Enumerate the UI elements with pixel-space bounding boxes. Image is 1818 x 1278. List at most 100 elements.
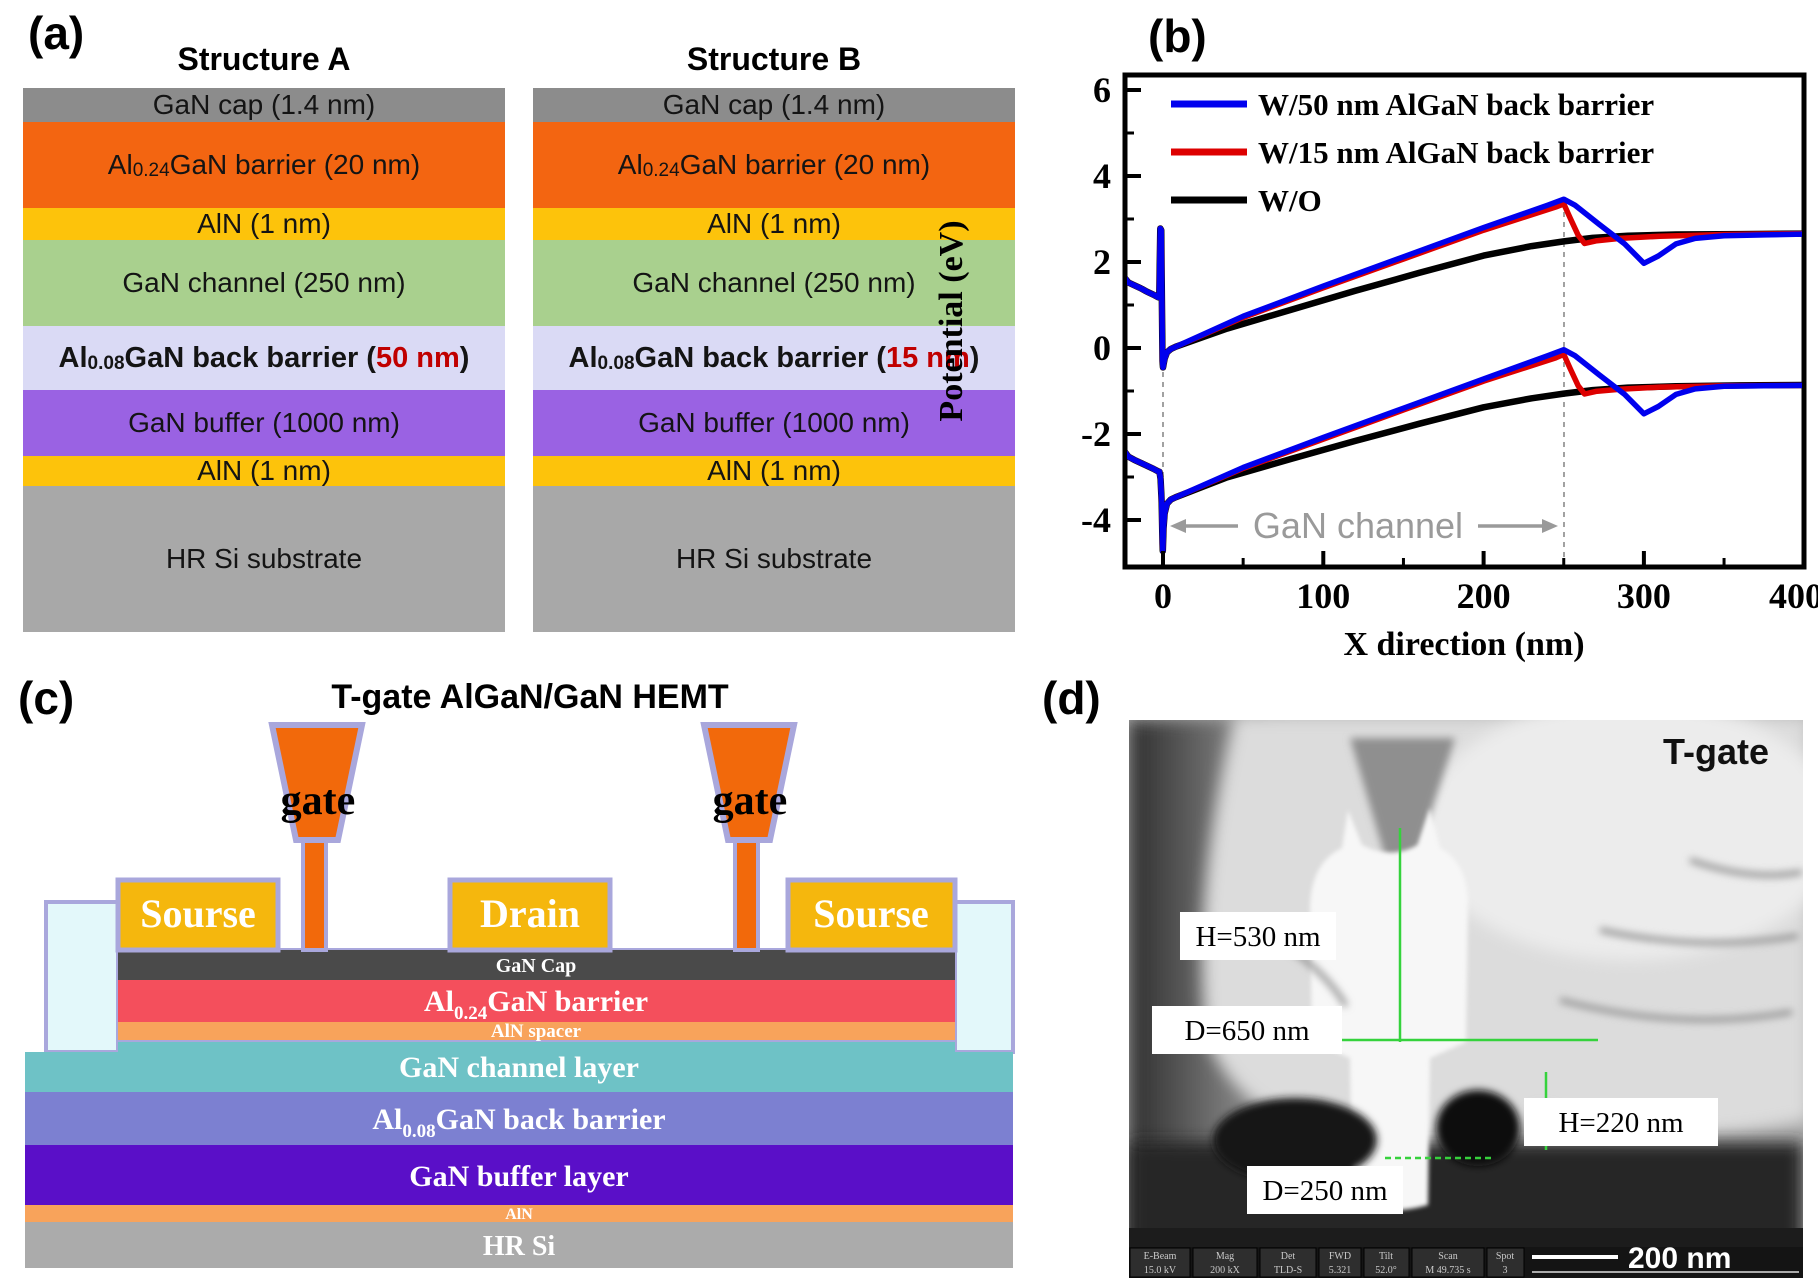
meta-mag-key: Mag — [1216, 1251, 1234, 1262]
hr-si-label: HR Si — [483, 1231, 556, 1262]
curve-upper-w50 — [1127, 196, 1802, 371]
y-tick-label: 6 — [1093, 70, 1111, 110]
source-contact-left — [115, 877, 281, 953]
meta-det-val: TLD-S — [1274, 1265, 1302, 1276]
legend-label-black: W/O — [1258, 183, 1322, 218]
meta-mag-val: 200 kX — [1210, 1265, 1241, 1276]
layer-aln-1-nm-: AlN (1 nm) — [23, 456, 505, 486]
sem-image-panel: (d) — [1042, 672, 1803, 1278]
meta-tilt-val: 52.0° — [1375, 1265, 1397, 1276]
y-tick-label: 4 — [1093, 156, 1111, 196]
panel-d-label: (d) — [1042, 672, 1101, 724]
meta-det-key: Det — [1281, 1251, 1296, 1262]
chart-curves — [1127, 196, 1802, 555]
layer-aln-spacer — [118, 1022, 955, 1040]
meta-ebeam-key: E-Beam — [1144, 1251, 1177, 1262]
layer-hr-si — [25, 1222, 1013, 1268]
layer-hr-si-substrate: HR Si substrate — [533, 486, 1015, 632]
gate-stem-right — [733, 838, 760, 952]
layer-aln-bottom — [25, 1205, 1013, 1222]
meta-scan-key: Scan — [1438, 1251, 1457, 1262]
h220-label: H=220 nm — [1558, 1107, 1684, 1139]
sem-title: T-gate — [1663, 731, 1769, 772]
gan-channel-label: GaN channel layer — [399, 1051, 639, 1084]
y-tick-label: -2 — [1081, 414, 1111, 454]
panel-c-label: (c) — [18, 672, 74, 724]
meta-spot-val: 3 — [1503, 1265, 1508, 1276]
measurement-lines — [1340, 828, 1598, 1160]
gan-channel-annotation: GaN channel — [1170, 505, 1558, 546]
curve-lower-w50 — [1127, 346, 1802, 554]
layer-gan-back-barrier-: Al 0.08 GaN back barrier (50 nm) — [23, 326, 505, 390]
layer-gan-buffer-1000-nm-: GaN buffer (1000 nm) — [533, 390, 1015, 456]
layer-gan-channel — [25, 1040, 1013, 1092]
layer-aln-1-nm-: AlN (1 nm) — [533, 208, 1015, 240]
panel-c-title: T-gate AlGaN/GaN HEMT — [331, 678, 729, 716]
meta-fwd-val: 5.321 — [1329, 1265, 1352, 1276]
sem-metadata-bar: E-Beam 15.0 kV Mag 200 kX Det TLD-S FWD … — [1129, 1242, 1803, 1278]
x-tick-label: 100 — [1296, 576, 1350, 616]
x-axis-title: X direction (nm) — [1343, 626, 1584, 663]
layer-gan-buffer — [25, 1145, 1013, 1205]
layer-gan-buffer-1000-nm-: GaN buffer (1000 nm) — [23, 390, 505, 456]
layer-gan-cap-1-4-nm-: GaN cap (1.4 nm) — [23, 88, 505, 122]
meta-scan-val: M 49.735 s — [1425, 1265, 1470, 1276]
panel-b-label: (b) — [1148, 10, 1207, 62]
gate-label-right: gate — [713, 778, 788, 824]
gate-head-right — [700, 722, 798, 843]
legend-label-blue: W/50 nm AlGaN back barrier — [1258, 87, 1654, 122]
x-tick-label: 0 — [1154, 576, 1172, 616]
h530-label: H=530 nm — [1195, 921, 1321, 953]
y-tick-label: -4 — [1081, 500, 1111, 540]
source-contact-right — [785, 877, 958, 953]
sem-micrograph — [1129, 720, 1803, 1278]
y-tick-label: 0 — [1093, 328, 1111, 368]
source-left-label: Sourse — [140, 891, 256, 936]
meta-spot-key: Spot — [1496, 1251, 1515, 1262]
measurement-callouts: H=530 nm D=650 nm H=220 nm D=250 nm — [1152, 912, 1718, 1214]
d250-label: D=250 nm — [1262, 1175, 1388, 1207]
field-region-right — [953, 900, 1015, 1054]
gan-cap-label: GaN Cap — [496, 955, 577, 977]
layer-gan-channel-250-nm-: GaN channel (250 nm) — [23, 240, 505, 326]
layer-algan-back-barrier — [25, 1092, 1013, 1145]
structure-a-stack: GaN cap (1.4 nm) Al 0.24 GaN barrier (20 nm… — [23, 88, 505, 632]
layer-gan-cap — [118, 950, 955, 980]
hemt-schematic: (c) T-gate AlGaN/GaN HEMT gate gate Sour… — [18, 672, 1015, 1268]
layer-hr-si-substrate: HR Si substrate — [23, 486, 505, 632]
gate-label-left: gate — [281, 778, 356, 824]
band-potential-chart: (b) -4 -2 0 2 4 6 0 100 200 300 400 GaN channel — [933, 10, 1818, 663]
chart-legend: W/50 nm AlGaN back barrier W/15 nm AlGaN… — [1171, 87, 1654, 218]
source-right-label: Sourse — [813, 891, 929, 936]
layer-algan-barrier — [118, 980, 955, 1022]
x-tick-label: 400 — [1769, 576, 1818, 616]
gan-channel-text: GaN channel — [1253, 505, 1463, 546]
structure-a-title: Structure A — [177, 41, 351, 77]
panel-a-label: (a) — [28, 7, 85, 59]
aln-spacer-label: AlN spacer — [491, 1021, 582, 1042]
drain-contact — [447, 877, 613, 953]
layer-gan-back-barrier-: Al 0.08 GaN back barrier (15 nm) — [533, 326, 1015, 390]
drain-label: Drain — [480, 891, 580, 936]
meta-fwd-key: FWD — [1329, 1251, 1351, 1262]
layer-gan-barrier-20-nm-: Al 0.24 GaN barrier (20 nm) — [23, 122, 505, 208]
y-tick-label: 2 — [1093, 242, 1111, 282]
structure-b-title: Structure B — [686, 41, 862, 77]
layer-aln-1-nm-: AlN (1 nm) — [533, 456, 1015, 486]
meta-tilt-key: Tilt — [1379, 1251, 1393, 1262]
field-region-left — [44, 900, 120, 1054]
y-axis-title: Potential (eV) — [933, 220, 970, 421]
gate-head-left — [268, 722, 366, 843]
gate-stem-left — [301, 838, 328, 952]
layer-gan-cap-1-4-nm-: GaN cap (1.4 nm) — [533, 88, 1015, 122]
x-tick-label: 200 — [1457, 576, 1511, 616]
structure-a: Structure A GaN cap (1.4 nm) Al 0.24 GaN ba… — [23, 30, 505, 632]
meta-ebeam-val: 15.0 kV — [1144, 1265, 1177, 1276]
gan-buffer-label: GaN buffer layer — [409, 1160, 628, 1193]
structure-b-stack: GaN cap (1.4 nm) Al 0.24 GaN barrier (20 nm… — [533, 88, 1015, 632]
gan-channel-arrows — [1170, 519, 1558, 533]
layer-gan-barrier-20-nm-: Al 0.24 GaN barrier (20 nm) — [533, 122, 1015, 208]
algan-barrier-label: Al0.24GaN barrier — [424, 985, 648, 1024]
scale-bar-label: 200 nm — [1628, 1242, 1731, 1275]
